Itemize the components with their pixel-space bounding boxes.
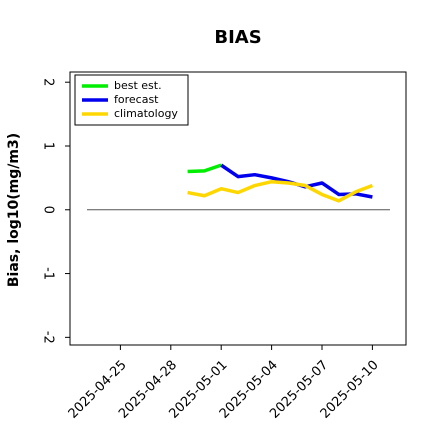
series-line [187, 179, 374, 203]
y-tick-label: 0 [41, 206, 56, 214]
series-line [220, 163, 373, 199]
y-tick-label: -1 [41, 267, 56, 280]
plot-frame [69, 71, 407, 346]
y-tick-label: -2 [41, 331, 56, 344]
y-tick-label: 1 [41, 142, 56, 150]
series-line [187, 163, 222, 174]
legend-label: forecast [114, 93, 159, 106]
legend-label: climatology [114, 107, 178, 120]
chart-title: BIAS [214, 27, 261, 48]
y-axis-label: Bias, log10(mg/m3) [6, 133, 22, 287]
y-tick-label: 2 [41, 78, 56, 86]
legend-label: best est. [114, 79, 162, 92]
